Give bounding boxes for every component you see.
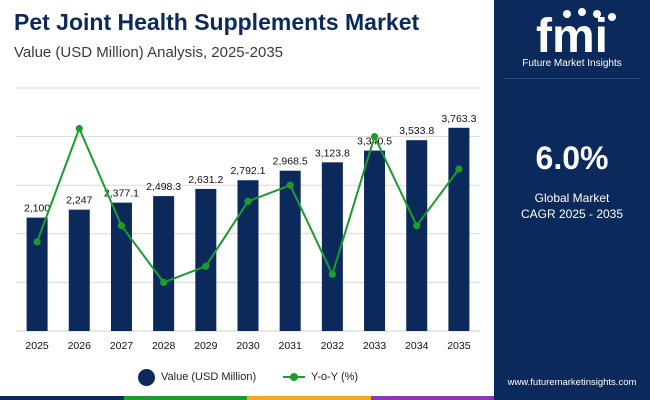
bar xyxy=(237,180,259,331)
legend-label-yoy: Y-o-Y (%) xyxy=(311,371,359,383)
footer-color-strip xyxy=(0,396,494,400)
x-tick-label: 2025 xyxy=(25,340,49,352)
chart-title: Pet Joint Health Supplements Market xyxy=(14,9,420,35)
panel-divider xyxy=(504,78,640,79)
x-tick-label: 2035 xyxy=(447,340,471,352)
bar-data-label: 3,533.8 xyxy=(399,125,434,137)
x-tick-label: 2032 xyxy=(321,340,345,352)
bar-data-label: 2,792.1 xyxy=(230,165,265,177)
bar xyxy=(153,196,175,331)
bar-data-label: 2,247 xyxy=(66,195,92,207)
bar-data-label: 2,968.5 xyxy=(273,156,308,168)
x-tick-label: 2026 xyxy=(68,340,92,352)
yoy-point xyxy=(413,222,421,230)
bar xyxy=(279,170,301,331)
yoy-point xyxy=(160,278,168,286)
bar-data-label: 2,631.2 xyxy=(188,174,223,186)
footer-strip-purple xyxy=(370,396,494,400)
bar-data-label: 3,340.5 xyxy=(357,136,392,148)
bar xyxy=(321,162,343,331)
chart-legend: Value (USD Million) Y-o-Y (%) xyxy=(0,367,494,387)
bar xyxy=(448,127,470,331)
website-url[interactable]: www.futuremarketinsights.com xyxy=(507,377,637,388)
x-tick-label: 2029 xyxy=(194,340,218,352)
bar-data-label: 2,498.3 xyxy=(146,181,181,193)
bar-data-label: 3,123.8 xyxy=(315,147,350,159)
bar-data-label: 3,763.3 xyxy=(441,113,476,125)
bar-data-label: 2,100 xyxy=(24,203,50,215)
legend-swatch-value xyxy=(138,368,155,386)
x-tick-label: 2033 xyxy=(363,340,387,352)
footer-strip-orange xyxy=(247,396,371,400)
bar xyxy=(406,140,428,331)
x-tick-label: 2031 xyxy=(279,340,303,352)
legend-item-yoy: Y-o-Y (%) xyxy=(283,367,358,387)
chart-plot: 2,100 2,247 2,377.1 2,498.3 2,631.2 2,792.1 2,… xyxy=(16,87,480,352)
yoy-point xyxy=(328,270,336,278)
footer-strip-blue xyxy=(0,396,124,400)
legend-item-value: Value (USD Million) xyxy=(138,367,256,387)
cagr-value: 6.0% xyxy=(535,140,609,176)
logo-wordmark: fmi xyxy=(536,10,608,58)
logo-dot-1 xyxy=(563,10,571,18)
x-tick-label: 2028 xyxy=(152,340,176,352)
logo-dot-2 xyxy=(578,8,586,16)
bar xyxy=(110,202,132,331)
cagr-label-line1: Global Market xyxy=(534,191,610,205)
bar xyxy=(68,209,90,331)
yoy-point xyxy=(117,222,126,230)
logo-dot-3 xyxy=(593,10,601,18)
chart-subtitle: Value (USD Million) Analysis, 2025-2035 xyxy=(14,44,284,61)
yoy-point xyxy=(244,197,252,205)
legend-swatch-yoy xyxy=(283,371,305,383)
yoy-point xyxy=(75,124,83,133)
fmi-logo-icon: fmi xyxy=(536,8,616,58)
bar xyxy=(364,150,386,331)
side-panel: fmi Future Market Insights 6.0% Global M… xyxy=(494,0,650,400)
x-tick-label: 2027 xyxy=(110,340,134,352)
yoy-point xyxy=(33,238,41,246)
x-tick-label: 2034 xyxy=(405,340,429,352)
yoy-point xyxy=(286,181,294,189)
legend-label-value: Value (USD Million) xyxy=(161,371,257,383)
footer-strip-green xyxy=(123,396,247,400)
yoy-point xyxy=(455,165,463,173)
bar xyxy=(26,217,48,331)
logo-dot-4 xyxy=(608,13,616,21)
logo-subtitle: Future Market Insights xyxy=(522,58,622,69)
x-tick-label: 2030 xyxy=(236,340,260,352)
bar-data-label: 2,377.1 xyxy=(104,188,139,200)
yoy-point xyxy=(370,133,379,141)
bar xyxy=(195,188,217,331)
yoy-point xyxy=(202,262,210,270)
cagr-label-line2: CAGR 2025 - 2035 xyxy=(520,207,624,221)
